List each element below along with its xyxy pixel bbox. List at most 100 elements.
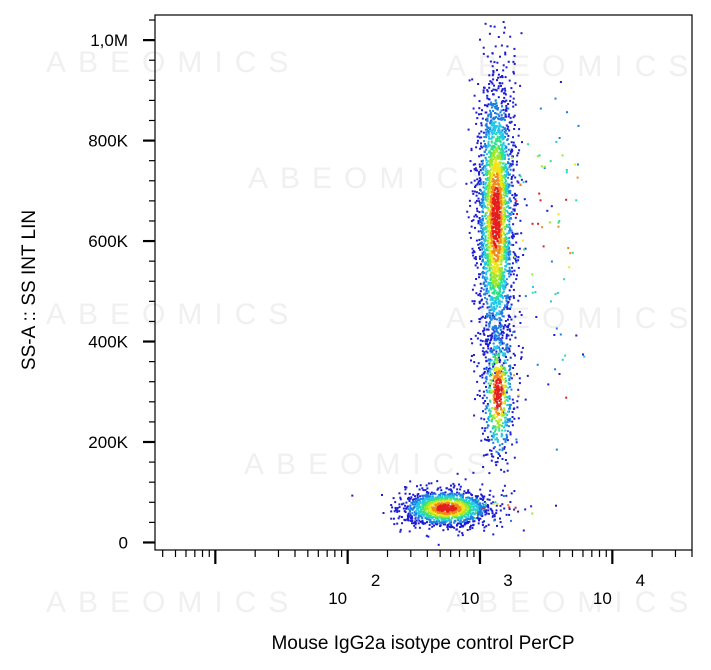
data-point (501, 158, 504, 161)
data-point (393, 523, 396, 526)
data-point (495, 512, 498, 515)
data-point (501, 384, 504, 387)
data-point (480, 224, 483, 227)
data-point (476, 183, 479, 186)
data-point (498, 317, 501, 320)
data-point (474, 213, 477, 216)
data-point (507, 134, 510, 137)
data-point (494, 282, 497, 285)
data-point (397, 517, 400, 520)
data-point (537, 222, 540, 225)
data-point (429, 516, 432, 519)
data-point (479, 332, 482, 335)
data-point (432, 521, 435, 523)
data-point (494, 168, 497, 171)
data-point (513, 417, 516, 420)
data-point (476, 365, 479, 368)
data-point (466, 210, 469, 213)
data-point (486, 171, 489, 174)
data-point (479, 165, 481, 168)
data-point (495, 265, 498, 268)
data-point (419, 501, 422, 504)
data-point (512, 116, 515, 119)
data-point (485, 239, 488, 242)
data-point (498, 379, 501, 382)
data-point (485, 512, 488, 515)
data-point (509, 306, 512, 309)
data-point (488, 183, 491, 186)
data-point (515, 200, 518, 203)
data-point (501, 503, 504, 506)
data-point (416, 505, 419, 508)
data-point (518, 149, 521, 152)
data-point (466, 521, 469, 523)
data-point (484, 143, 486, 145)
data-point (451, 516, 454, 519)
data-point (468, 199, 471, 202)
data-point (500, 386, 503, 389)
data-point (492, 310, 495, 312)
data-point (506, 282, 509, 285)
data-point (490, 389, 493, 392)
data-point (498, 130, 501, 133)
data-point (460, 500, 463, 503)
data-point (499, 365, 502, 367)
data-point (453, 521, 456, 524)
data-point (506, 190, 509, 193)
data-point (492, 285, 495, 288)
data-point (495, 159, 498, 162)
data-point (506, 358, 509, 361)
data-point (496, 275, 498, 278)
data-point (484, 183, 487, 186)
data-point (494, 242, 497, 245)
data-point (484, 212, 487, 215)
data-point (493, 183, 496, 185)
data-point (507, 248, 510, 251)
data-point (445, 494, 448, 497)
data-point (466, 506, 469, 509)
data-point (494, 272, 497, 275)
data-point (480, 506, 483, 509)
data-point (482, 288, 485, 291)
data-point (446, 497, 449, 500)
data-point (498, 213, 501, 216)
data-point (464, 478, 467, 481)
data-point (514, 232, 517, 235)
data-point (472, 523, 475, 526)
data-point (507, 318, 509, 321)
data-point (494, 202, 497, 205)
data-point (505, 337, 508, 340)
data-point (442, 500, 444, 503)
data-point (492, 235, 495, 238)
data-point (498, 82, 501, 85)
data-point (477, 522, 480, 525)
data-point (390, 510, 393, 513)
data-point (485, 312, 488, 315)
data-point (478, 217, 481, 219)
data-point (488, 133, 491, 136)
data-point (505, 248, 508, 251)
data-point (455, 510, 457, 513)
data-point (496, 408, 499, 411)
data-point (489, 410, 492, 413)
data-point (426, 487, 429, 490)
data-point (511, 237, 514, 240)
data-point (493, 226, 495, 229)
data-point (498, 245, 501, 248)
data-point (478, 255, 481, 258)
data-point (530, 505, 533, 508)
data-point (492, 356, 495, 358)
data-point (512, 97, 515, 100)
data-point (467, 128, 470, 131)
data-point (482, 233, 485, 236)
data-point (491, 148, 494, 151)
data-point (514, 354, 516, 357)
data-point (396, 522, 399, 525)
data-point (501, 281, 504, 284)
data-point (489, 315, 492, 317)
data-point (467, 489, 470, 492)
data-point (498, 237, 501, 240)
data-point (495, 464, 498, 467)
data-point (502, 220, 504, 222)
data-point (479, 517, 482, 520)
